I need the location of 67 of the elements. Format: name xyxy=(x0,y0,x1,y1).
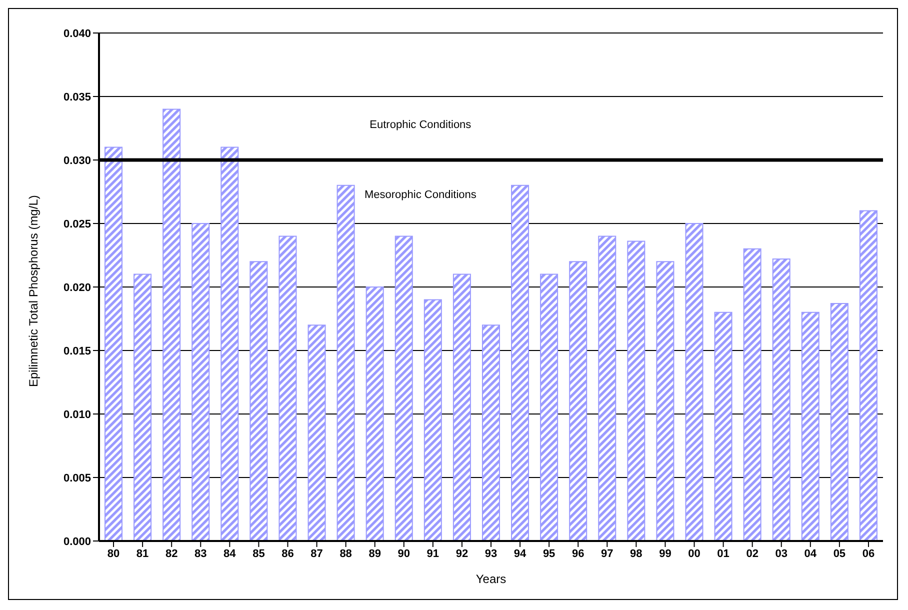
x-tick-label: 90 xyxy=(398,548,410,560)
bar xyxy=(452,274,471,541)
y-tick-label: 0.040 xyxy=(63,28,91,40)
annotation: Eutrophic Conditions xyxy=(370,118,472,131)
x-tick-label: 97 xyxy=(601,548,614,560)
x-tick-label: 84 xyxy=(224,548,237,560)
bar xyxy=(511,184,530,541)
x-tick-label: 06 xyxy=(862,548,875,560)
bar xyxy=(424,299,442,541)
bar xyxy=(569,261,588,541)
bar xyxy=(366,286,384,541)
bar xyxy=(192,223,210,541)
x-tick-label: 00 xyxy=(688,548,700,560)
y-tick-label: 0.030 xyxy=(63,154,91,167)
bar xyxy=(278,236,297,541)
x-tick-label: 02 xyxy=(746,548,758,560)
bar xyxy=(220,146,239,541)
x-tick-label: 91 xyxy=(426,548,440,560)
x-tick-label: 03 xyxy=(775,548,788,560)
x-tick-label: 95 xyxy=(542,548,556,560)
x-tick-label: 80 xyxy=(107,548,120,560)
x-tick-label: 89 xyxy=(368,548,381,560)
bar xyxy=(598,236,616,541)
bar xyxy=(308,324,326,541)
annotation: Mesorophic Conditions xyxy=(364,188,477,201)
bar xyxy=(134,274,152,541)
x-tick-label: 96 xyxy=(572,548,584,560)
bar xyxy=(104,146,122,541)
bar xyxy=(801,312,820,541)
x-tick-label: 83 xyxy=(194,548,207,560)
bar xyxy=(162,108,181,541)
x-tick-label: 98 xyxy=(630,548,642,560)
y-tick-label: 0.000 xyxy=(63,536,91,548)
y-tick-label: 0.020 xyxy=(63,282,91,294)
x-tick-label: 82 xyxy=(165,548,178,560)
y-tick-label: 0.005 xyxy=(63,472,91,484)
x-tick-label: 01 xyxy=(717,548,730,560)
bar xyxy=(656,261,674,541)
bar xyxy=(859,210,878,541)
x-tick-label: 87 xyxy=(310,548,323,560)
y-axis-title: Epilimnetic Total Phosphorus (mg/L) xyxy=(26,195,40,387)
x-tick-label: 93 xyxy=(484,548,498,560)
x-tick-label: 94 xyxy=(514,548,528,560)
x-tick-label: 05 xyxy=(833,548,846,560)
bar xyxy=(830,303,848,541)
bar xyxy=(540,274,558,541)
x-tick-label: 92 xyxy=(456,548,468,560)
x-tick-label: 81 xyxy=(136,548,149,560)
bar xyxy=(394,236,413,541)
bar xyxy=(772,258,790,541)
bar xyxy=(714,312,732,541)
bar xyxy=(743,248,762,541)
x-axis-title: Years xyxy=(476,572,506,586)
y-tick-label: 0.010 xyxy=(63,408,91,421)
y-tick-label: 0.025 xyxy=(63,218,91,230)
bar xyxy=(627,240,646,541)
y-tick-label: 0.035 xyxy=(63,91,91,104)
bar xyxy=(336,184,355,541)
x-tick-label: 85 xyxy=(252,548,265,560)
bar xyxy=(250,261,268,541)
x-tick-label: 86 xyxy=(282,548,294,560)
x-tick-label: 99 xyxy=(659,548,672,560)
x-tick-label: 04 xyxy=(804,548,818,560)
x-tick-label: 88 xyxy=(340,548,352,560)
bar xyxy=(685,223,704,541)
bar xyxy=(482,324,500,541)
y-tick-label: 0.015 xyxy=(63,345,91,358)
